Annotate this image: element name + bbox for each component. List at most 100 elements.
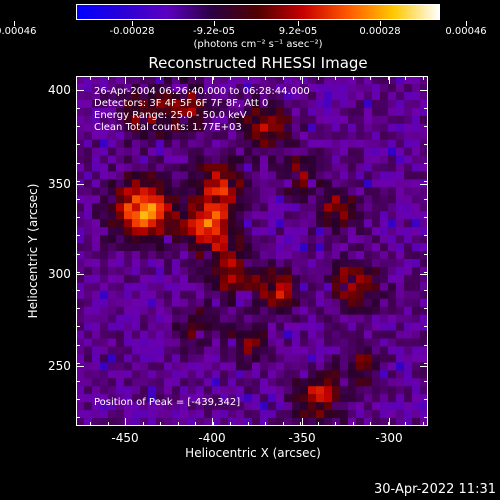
image-pixel [156,155,165,165]
image-pixel [396,298,405,308]
image-pixel [92,227,101,236]
image-pixel [404,123,413,133]
image-pixel [396,203,405,212]
axis-tick [125,76,126,80]
image-pixel [388,219,397,228]
image-pixel [324,314,333,324]
image-pixel [220,243,229,252]
image-pixel [268,282,277,292]
image-pixel [164,251,173,260]
image-pixel [244,235,253,244]
info-energy-range: Energy Range: 25.0 - 50.0 keV [94,110,247,121]
image-pixel [268,266,277,276]
image-pixel [380,274,389,284]
image-pixel [260,394,269,403]
image-pixel [412,179,421,188]
image-pixel [284,99,293,109]
image-pixel [172,155,181,165]
image-pixel [324,274,333,284]
image-pixel [212,115,221,125]
image-pixel [124,394,133,403]
image-pixel [76,354,85,363]
image-pixel [356,386,365,395]
image-pixel [356,171,365,180]
image-pixel [204,131,213,141]
image-pixel [116,378,125,387]
image-pixel [124,203,133,212]
image-pixel [284,171,293,180]
image-pixel [356,378,365,387]
image-pixel [204,147,213,157]
image-pixel [388,322,397,332]
image-pixel [292,76,301,85]
image-pixel [196,386,205,395]
image-pixel [196,179,205,188]
image-pixel [292,203,301,212]
image-pixel [156,251,165,260]
image-pixel [212,219,221,228]
image-pixel [244,274,253,284]
image-pixel [396,274,405,284]
image-pixel [340,195,349,204]
image-pixel [204,91,213,101]
image-pixel [260,203,269,212]
image-pixel [92,290,101,300]
image-pixel [324,338,333,348]
image-pixel [180,147,189,157]
image-pixel [348,219,357,228]
image-pixel [348,322,357,332]
image-pixel [340,370,349,379]
image-pixel [180,227,189,236]
image-pixel [308,346,317,355]
image-pixel [356,362,365,371]
image-pixel [236,282,245,292]
image-pixel [300,402,309,411]
image-pixel [324,163,333,173]
image-pixel [404,211,413,220]
image-pixel [340,354,349,363]
image-pixel [324,346,333,355]
image-pixel [196,115,205,125]
image-pixel [252,155,261,165]
image-pixel [172,131,181,141]
image-pixel [412,211,421,220]
image-pixel [236,179,245,188]
image-pixel [388,274,397,284]
image-pixel [236,107,245,117]
image-pixel [148,258,157,268]
image-pixel [372,139,381,149]
x-tick-label: -450 [111,431,139,445]
image-pixel [364,171,373,180]
image-pixel [404,386,413,395]
image-pixel [404,155,413,165]
image-pixel [108,346,117,355]
image-pixel [412,76,421,85]
image-pixel [300,290,309,300]
image-pixel [180,251,189,260]
image-pixel [188,274,197,284]
image-pixel [356,91,365,101]
image-pixel [172,282,181,292]
image-pixel [332,362,341,371]
axis-tick [420,90,428,91]
image-pixel [212,322,221,332]
image-pixel [364,354,373,363]
image-pixel [204,354,213,363]
image-pixel [260,155,269,165]
image-pixel [396,314,405,324]
image-pixel [364,179,373,188]
image-pixel [380,314,389,324]
image-pixel [212,410,221,419]
image-pixel [196,195,205,204]
image-pixel [364,370,373,379]
image-pixel [268,171,277,180]
image-pixel [316,203,325,212]
image-pixel [332,338,341,348]
image-pixel [180,354,189,363]
image-pixel [76,147,85,157]
image-pixel [108,394,117,403]
image-pixel [292,227,301,236]
image-pixel [316,274,325,284]
image-pixel [268,354,277,363]
image-pixel [236,227,245,236]
